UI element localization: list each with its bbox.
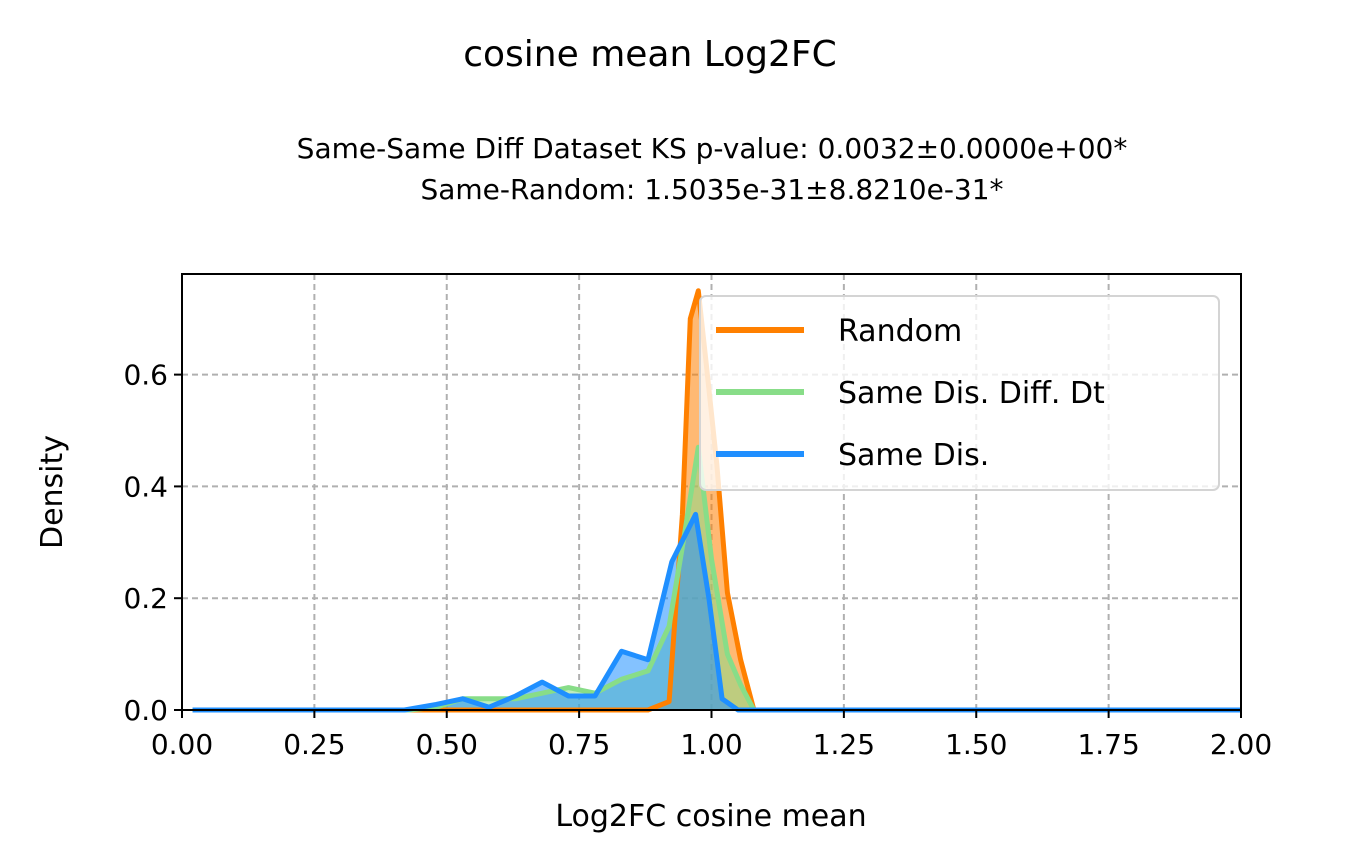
y-tick-label-1: 0.2 (123, 582, 168, 615)
y-axis-label: Density (35, 435, 70, 549)
series-fill-0 (192, 290, 1242, 710)
x-tick-label-4: 1.00 (680, 728, 742, 761)
y-axis-ticks: 0.0 0.2 0.4 0.6 (123, 359, 182, 727)
legend-box (699, 295, 1220, 491)
legend: Random Same Dis. Diff. Dt Same Dis. (699, 295, 1220, 491)
x-tick-label-7: 1.75 (1077, 728, 1139, 761)
y-tick-label-0: 0.0 (123, 694, 168, 727)
y-tick-label-2: 0.4 (123, 470, 168, 503)
series-line-2 (192, 511, 1241, 713)
x-axis-label: Log2FC cosine mean (555, 799, 866, 834)
figure-title: cosine mean Log2FC (463, 34, 837, 75)
x-axis-ticks: 0.00 0.25 0.50 0.75 1.00 1.25 1.50 1.75 2.00 (151, 710, 1272, 761)
x-tick-label-2: 0.50 (416, 728, 478, 761)
x-tick-label-1: 0.25 (283, 728, 345, 761)
legend-label-2: Same Dis. (838, 438, 989, 473)
subtitle-line-2: Same-Random: 1.5035e-31±8.8210e-31* (420, 173, 1003, 206)
x-tick-label-6: 1.50 (945, 728, 1007, 761)
x-tick-label-0: 0.00 (151, 728, 213, 761)
x-tick-label-3: 0.75 (548, 728, 610, 761)
subtitle-line-1: Same-Same Diff Dataset KS p-value: 0.003… (297, 132, 1128, 165)
legend-label-0: Random (838, 314, 962, 349)
x-tick-label-8: 2.00 (1210, 728, 1272, 761)
x-tick-label-5: 1.25 (813, 728, 875, 761)
legend-label-1: Same Dis. Diff. Dt (838, 376, 1105, 411)
y-tick-label-3: 0.6 (123, 359, 168, 392)
